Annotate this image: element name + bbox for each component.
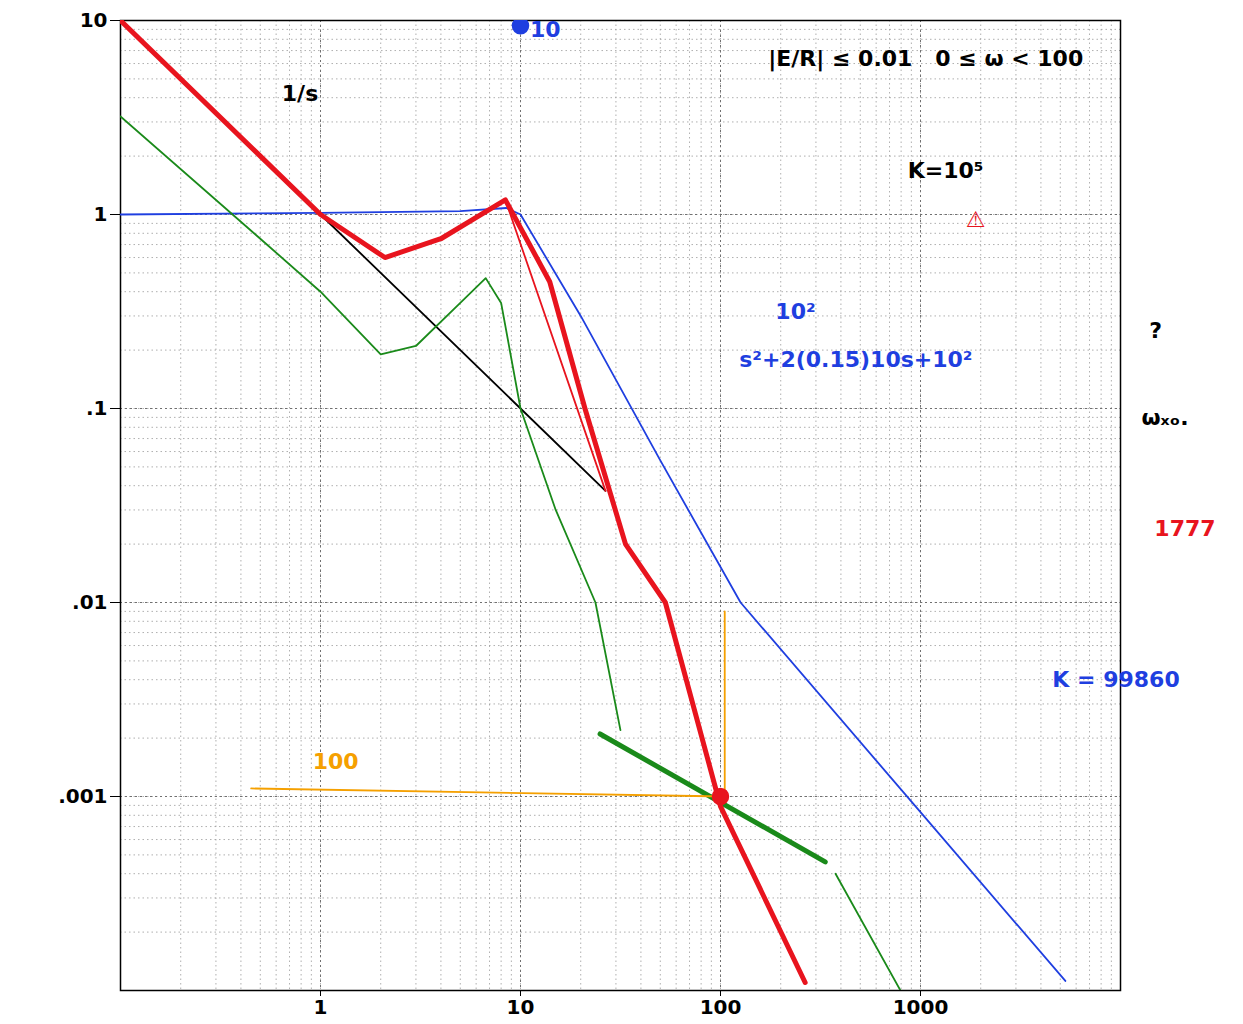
svg-text:K = 99860: K = 99860 <box>1052 667 1179 692</box>
svg-text:.001: .001 <box>58 784 107 808</box>
svg-text:1777: 1777 <box>1154 516 1215 541</box>
svg-text:K=10⁵: K=10⁵ <box>908 158 984 183</box>
svg-text:100: 100 <box>313 749 359 774</box>
svg-text:10: 10 <box>80 8 108 32</box>
svg-text:?: ? <box>1149 318 1162 343</box>
svg-text:1: 1 <box>94 202 108 226</box>
svg-text:⚠: ⚠ <box>966 207 986 232</box>
svg-text:10²: 10² <box>775 299 815 324</box>
svg-text:s²+2(0.15)10s+10²: s²+2(0.15)10s+10² <box>739 347 972 372</box>
svg-text:10: 10 <box>530 17 561 42</box>
svg-text:1000: 1000 <box>893 995 949 1019</box>
svg-text:100: 100 <box>700 995 742 1019</box>
svg-text:.01: .01 <box>72 590 107 614</box>
svg-text:.1: .1 <box>86 396 108 420</box>
svg-text:1: 1 <box>314 995 328 1019</box>
svg-text:|E/R| ≤ 0.01 0 ≤ ω < 100: |E/R| ≤ 0.01 0 ≤ ω < 100 <box>768 46 1083 72</box>
svg-text:10: 10 <box>507 995 535 1019</box>
svg-text:1/s: 1/s <box>282 81 318 106</box>
svg-text:ωₓₒ.: ωₓₒ. <box>1141 405 1188 430</box>
